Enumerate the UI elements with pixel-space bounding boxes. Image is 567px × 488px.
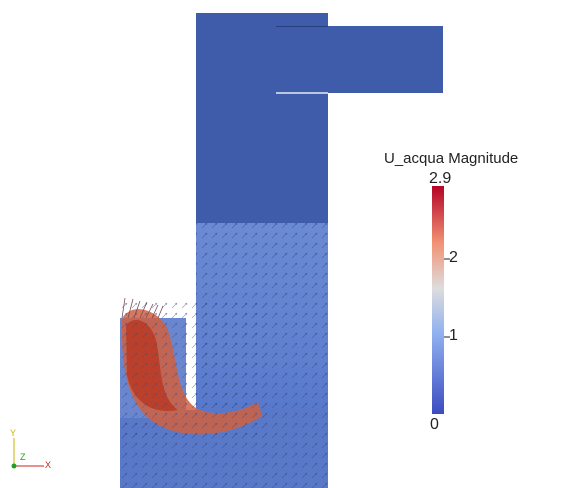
scalar-bar-title: U_acqua Magnitude [384,150,519,167]
scalar-bar-tick-1-label: 1 [449,327,458,344]
scalar-bar-min-label: 0 [430,416,439,433]
scalar-bar-tick-2-label: 2 [449,249,458,266]
scalar-bar [432,186,444,414]
y-axis-label: Y [10,428,17,438]
scalar-bar-max-label: 2.9 [429,170,452,187]
outlet-duct [276,26,443,93]
x-axis-label: X [45,460,52,470]
jet-vectors [120,300,265,440]
orientation-axes[interactable] [11,438,45,469]
z-axis-label: Z [20,452,26,462]
flow-domain [120,13,443,488]
z-axis [11,463,17,469]
inlet-arrow-tufts [121,297,164,319]
